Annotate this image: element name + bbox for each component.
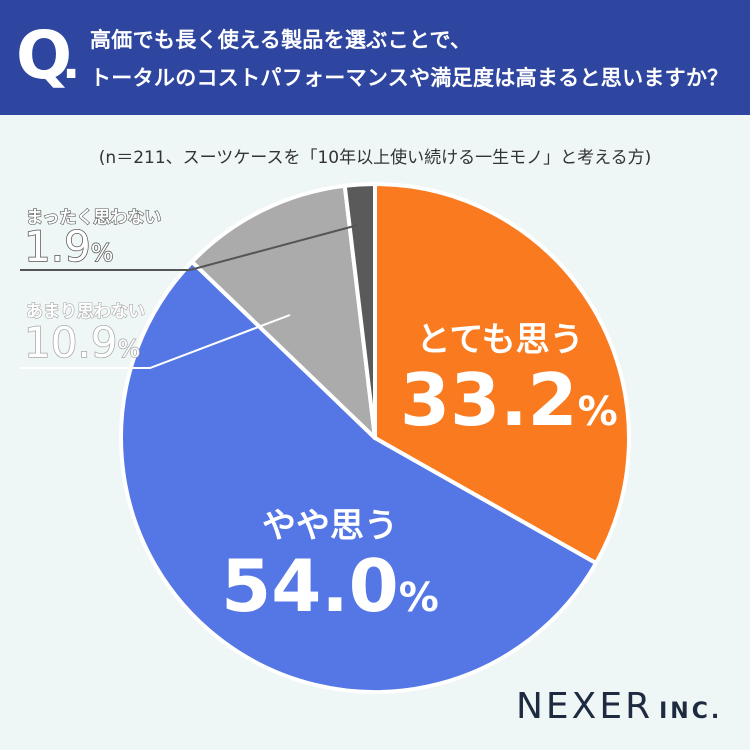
- ext-name-strongly-disagree: まったく思わない: [25, 207, 162, 228]
- pie-slice-strongly-agree: [373, 182, 631, 566]
- slice-label-somewhat-agree: やや思う 54.0%: [200, 498, 460, 637]
- question-line-2: トータルのコストパフォーマンスや満足度は高まると思いますか？: [90, 66, 729, 90]
- ext-number-strongly-disagree: 1.9: [23, 222, 91, 271]
- logo-main: NEXER: [516, 686, 654, 727]
- slice-number-strongly-agree: 33.2: [400, 358, 578, 442]
- slice-name-strongly-agree: とても思う: [416, 320, 584, 360]
- pie-slice-somewhat-disagree: [190, 183, 377, 440]
- q-dot: .: [62, 34, 81, 90]
- ext-value-somewhat-disagree: 10.9%: [23, 318, 141, 372]
- sample-note: (n＝211、スーツケースを「10年以上使い続ける一生モノ」と考える方): [98, 148, 652, 168]
- slice-unit-somewhat-agree: %: [398, 575, 439, 621]
- question-header: Q . 高価でも長く使える製品を選ぶことで、 トータルのコストパフォーマンスや満…: [0, 0, 750, 115]
- q-mark: Q: [16, 17, 72, 94]
- slice-name-somewhat-agree: やや思う: [262, 506, 398, 546]
- ext-number-somewhat-disagree: 10.9: [23, 318, 118, 367]
- question-line-1: 高価でも長く使える製品を選ぶことで、: [90, 28, 472, 52]
- ext-unit-strongly-disagree: %: [90, 238, 114, 268]
- slice-unit-strongly-agree: %: [577, 389, 618, 435]
- leader-line-strongly-disagree: [20, 224, 359, 271]
- ext-value-strongly-disagree: 1.9%: [23, 222, 114, 276]
- logo-sub: INC.: [659, 699, 723, 724]
- slice-value-somewhat-agree: 54.0%: [200, 547, 460, 637]
- ext-name-somewhat-disagree: あまり思わない: [25, 301, 145, 322]
- pie-slice-strongly-disagree: [342, 182, 377, 440]
- slice-label-strongly-agree: とても思う 33.2%: [400, 312, 618, 451]
- ext-unit-somewhat-disagree: %: [117, 334, 141, 364]
- leader-line-somewhat-disagree: [20, 314, 291, 369]
- pie-slice-somewhat-agree: [119, 259, 599, 694]
- slice-value-strongly-agree: 33.2%: [400, 358, 618, 451]
- nexer-logo: NEXER INC.: [516, 686, 722, 727]
- slice-number-somewhat-agree: 54.0: [221, 544, 399, 628]
